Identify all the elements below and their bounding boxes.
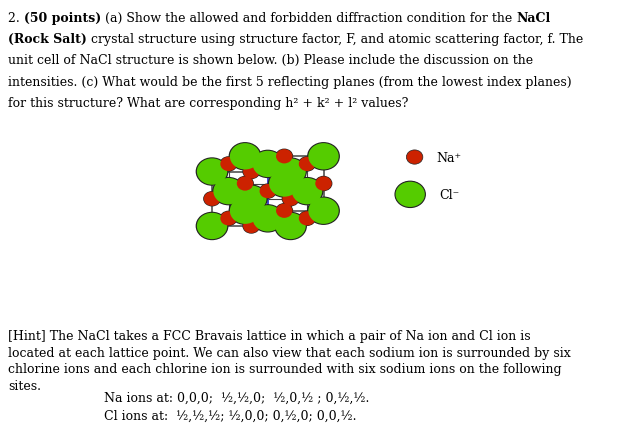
- Ellipse shape: [197, 213, 227, 240]
- Ellipse shape: [307, 143, 340, 171]
- Ellipse shape: [274, 158, 307, 186]
- Ellipse shape: [204, 192, 220, 206]
- Ellipse shape: [275, 213, 306, 240]
- Ellipse shape: [243, 219, 260, 233]
- Ellipse shape: [276, 204, 292, 219]
- Ellipse shape: [259, 184, 277, 199]
- Ellipse shape: [213, 179, 244, 205]
- Ellipse shape: [298, 157, 316, 172]
- Ellipse shape: [315, 177, 332, 192]
- Ellipse shape: [299, 212, 315, 226]
- Text: 2.: 2.: [8, 12, 24, 25]
- Ellipse shape: [275, 149, 293, 165]
- Ellipse shape: [212, 177, 245, 206]
- Text: for this structure? What are corresponding h² + k² + l² values?: for this structure? What are correspondi…: [8, 96, 409, 110]
- Text: Cl⁻: Cl⁻: [439, 188, 460, 201]
- Ellipse shape: [282, 191, 299, 207]
- Ellipse shape: [196, 158, 229, 186]
- Ellipse shape: [220, 157, 237, 172]
- Ellipse shape: [291, 177, 323, 206]
- Text: (a) Show the allowed and forbidden diffraction condition for the: (a) Show the allowed and forbidden diffr…: [101, 12, 517, 25]
- Ellipse shape: [196, 212, 229, 240]
- Ellipse shape: [260, 184, 276, 199]
- Ellipse shape: [298, 211, 316, 226]
- Ellipse shape: [203, 191, 221, 207]
- Ellipse shape: [308, 144, 339, 170]
- Ellipse shape: [230, 198, 260, 224]
- Ellipse shape: [242, 164, 260, 180]
- Ellipse shape: [274, 212, 307, 240]
- Ellipse shape: [308, 198, 339, 224]
- Ellipse shape: [276, 150, 292, 164]
- Ellipse shape: [282, 192, 299, 206]
- Ellipse shape: [251, 205, 284, 233]
- Ellipse shape: [315, 177, 332, 191]
- Text: (Rock Salt): (Rock Salt): [8, 33, 87, 46]
- Ellipse shape: [229, 197, 261, 226]
- Ellipse shape: [242, 219, 260, 234]
- Ellipse shape: [253, 206, 283, 232]
- Ellipse shape: [269, 171, 299, 197]
- Text: Na ions at: 0,0,0;  ½,½,0;  ½,0,½ ; 0,½,½.
Cl ions at:  ½,½,½; ½,0,0; 0,½,0; 0,0: Na ions at: 0,0,0; ½,½,0; ½,0,½ ; 0,½,½.…: [104, 391, 370, 422]
- Ellipse shape: [243, 165, 260, 179]
- Ellipse shape: [197, 159, 227, 185]
- Ellipse shape: [220, 211, 237, 226]
- Text: Na⁺: Na⁺: [437, 151, 462, 164]
- Text: [Hint] The NaCl takes a FCC Bravais lattice in which a pair of Na ion and Cl ion: [Hint] The NaCl takes a FCC Bravais latt…: [8, 329, 571, 392]
- Ellipse shape: [395, 182, 425, 208]
- Ellipse shape: [268, 170, 301, 198]
- Ellipse shape: [275, 204, 293, 219]
- Text: NaCl: NaCl: [517, 12, 551, 25]
- Ellipse shape: [230, 144, 260, 170]
- Ellipse shape: [307, 197, 340, 226]
- Ellipse shape: [220, 157, 237, 172]
- Ellipse shape: [275, 159, 306, 185]
- Ellipse shape: [220, 212, 237, 226]
- Ellipse shape: [229, 143, 261, 171]
- Ellipse shape: [235, 185, 268, 213]
- Ellipse shape: [251, 150, 284, 179]
- Text: intensities. (c) What would be the first 5 reflecting planes (from the lowest in: intensities. (c) What would be the first…: [8, 75, 572, 88]
- Ellipse shape: [299, 157, 315, 172]
- Ellipse shape: [236, 177, 254, 192]
- Text: unit cell of NaCl structure is shown below. (b) Please include the discussion on: unit cell of NaCl structure is shown bel…: [8, 54, 534, 67]
- Ellipse shape: [237, 177, 253, 191]
- Ellipse shape: [236, 186, 266, 212]
- Text: crystal structure using structure factor, F, and atomic scattering factor, f. Th: crystal structure using structure factor…: [87, 33, 584, 46]
- Ellipse shape: [406, 151, 423, 165]
- Text: (50 points): (50 points): [24, 12, 101, 25]
- Ellipse shape: [253, 152, 283, 178]
- Ellipse shape: [292, 179, 322, 205]
